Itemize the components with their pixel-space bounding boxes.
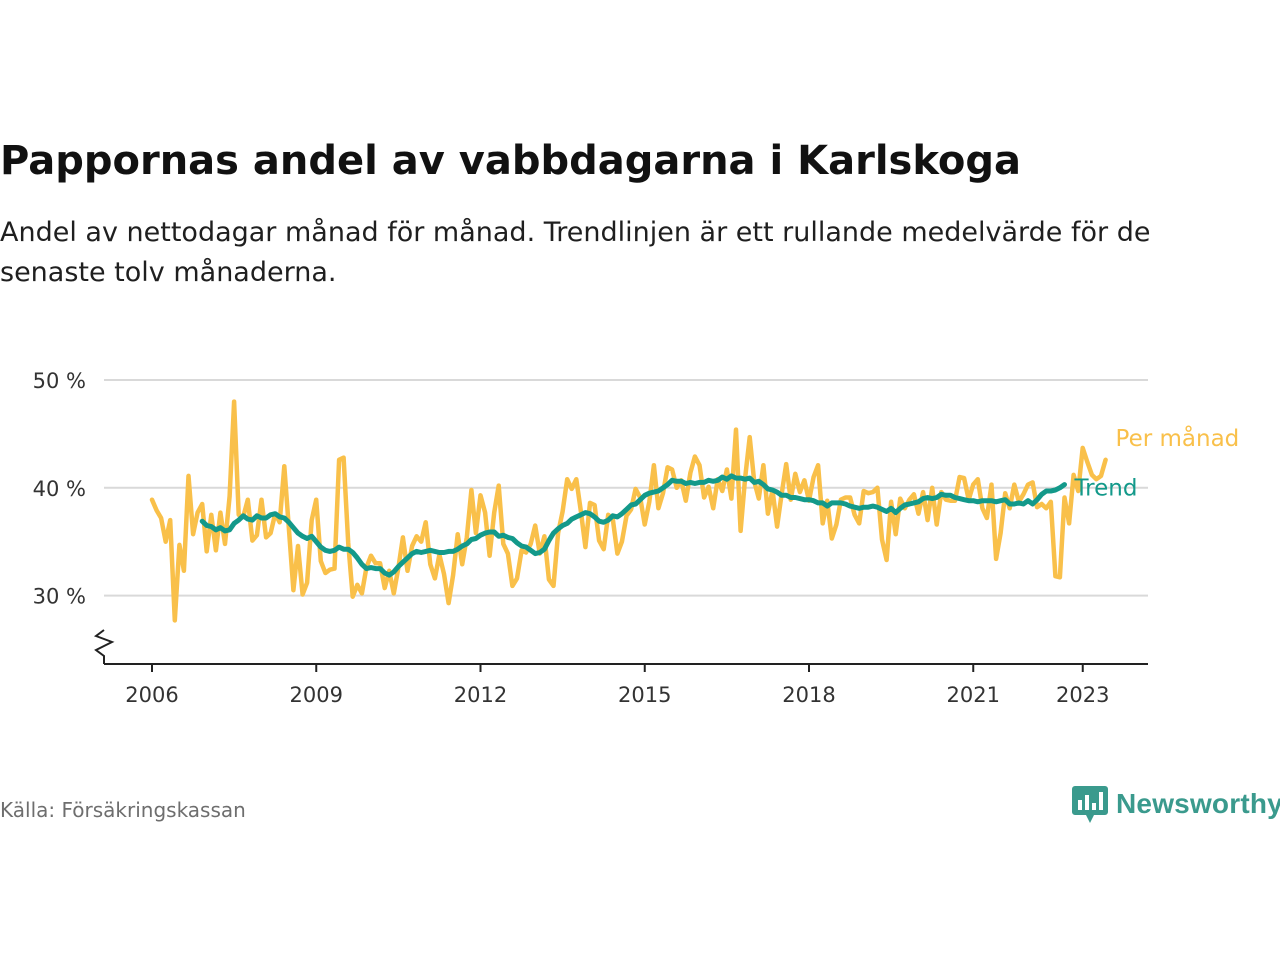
- y-tick-label: 50 %: [33, 369, 86, 393]
- line-chart: 30 % 40 % 50 % 2006 2009 2012 2015 2018 2021 202…: [33, 369, 1240, 707]
- x-tick-label: 2006: [125, 683, 178, 707]
- x-tick-label: 2021: [947, 683, 1000, 707]
- x-axis: 2006 2009 2012 2015 2018 2021 2023: [93, 629, 1148, 707]
- y-tick-label: 30 %: [33, 585, 86, 609]
- x-tick-label: 2012: [454, 683, 507, 707]
- y-tick-label: 40 %: [33, 477, 86, 501]
- bar-chart-speech-bubble-icon: [1072, 786, 1108, 823]
- x-tick-label: 2018: [782, 683, 835, 707]
- chart-subtitle: Andel av nettodagar månad för månad. Tre…: [0, 217, 1151, 288]
- series-label: Per månad: [1116, 424, 1240, 452]
- series-line-monthly: [149, 399, 1108, 623]
- x-tick-label: 2015: [618, 683, 671, 707]
- series-lines: [149, 399, 1108, 623]
- x-tick-label: 2023: [1056, 683, 1109, 707]
- series-labels: Per månad Trend: [1074, 424, 1240, 502]
- newsworthy-logo[interactable]: Newsworthy: [1072, 784, 1280, 824]
- series-label: Trend: [1074, 476, 1138, 502]
- source-note: Källa: Försäkringskassan: [0, 798, 246, 822]
- y-axis-ticks: 30 % 40 % 50 %: [33, 369, 86, 609]
- brand-name: Newsworthy: [1116, 788, 1280, 819]
- axis-break-icon: [93, 629, 115, 664]
- chart-title: Pappornas andel av vabbdagarna i Karlsko…: [0, 138, 1021, 184]
- series-line-trend: [199, 473, 1067, 578]
- x-tick-label: 2009: [290, 683, 343, 707]
